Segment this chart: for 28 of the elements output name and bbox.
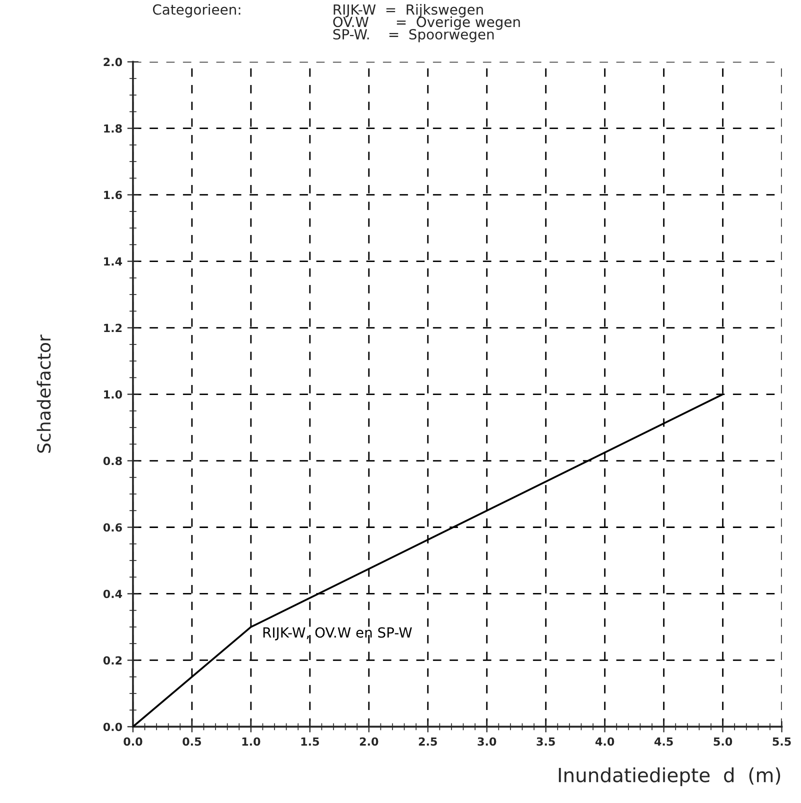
x-tick-label: 3.5 [536, 737, 555, 746]
x-tick-label: 1.5 [301, 737, 319, 746]
y-tick-label: 2.0 [104, 58, 122, 66]
x-tick-label: 5.5 [772, 737, 791, 746]
text: RIJK-W = Rijkswegen OV.W = Overige wegen SP-W. = Spoorwegen [333, 4, 520, 42]
y-axis-title: Schadefactor [36, 334, 51, 453]
y-tick-label: 0.2 [103, 656, 122, 665]
y-tick-label: 1.6 [104, 190, 122, 200]
y-tick-label: 1.0 [104, 390, 122, 399]
y-tick-label: 1.8 [104, 124, 122, 133]
x-tick-label: 1.0 [242, 737, 260, 746]
y-tick-label: 0.0 [103, 722, 122, 732]
y-tick-label: 0.4 [103, 590, 122, 598]
y-tick-label: 1.4 [104, 257, 122, 266]
x-tick-label: 5.0 [714, 737, 732, 746]
x-tick-label: 2.5 [418, 737, 437, 746]
y-tick-label: 1.2 [104, 324, 122, 332]
x-axis-title: Inundatiediepte d (m) [558, 767, 780, 786]
y-tick-label: 0.8 [103, 456, 122, 466]
x-tick-label: 0.0 [124, 737, 142, 746]
x-tick-label: 2.0 [360, 737, 378, 746]
text: Categorieen: [152, 4, 240, 18]
x-tick-label: 4.5 [654, 737, 673, 746]
x-tick-label: 3.0 [478, 737, 496, 746]
y-tick-label: 0.6 [103, 523, 122, 532]
x-tick-label: 4.0 [595, 737, 614, 746]
x-tick-label: 0.5 [182, 737, 202, 746]
series-label: RIJK-W, OV.W en SP-W [263, 627, 412, 640]
